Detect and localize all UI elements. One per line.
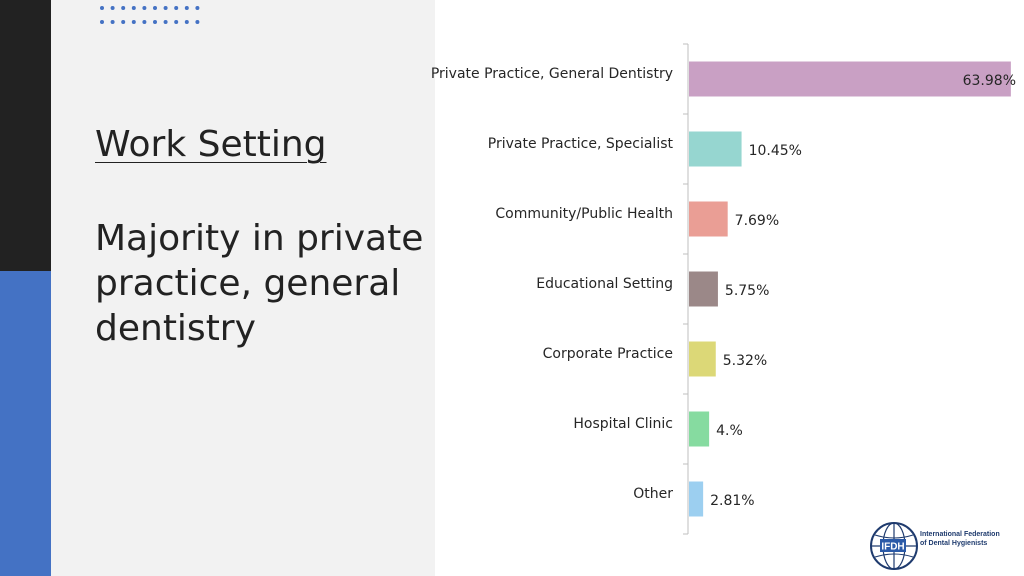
category-label: Private Practice, General Dentistry xyxy=(431,66,673,82)
left-panel xyxy=(51,0,435,576)
bar xyxy=(689,131,742,167)
logo-line-2: of Dental Hygienists xyxy=(920,540,988,547)
dot xyxy=(153,20,157,24)
dot xyxy=(153,6,157,10)
data-label: 5.75% xyxy=(725,283,769,299)
dot xyxy=(184,20,189,24)
dot xyxy=(195,6,200,10)
category-label: Private Practice, Specialist xyxy=(488,136,674,152)
bar xyxy=(689,201,728,237)
category-label: Corporate Practice xyxy=(543,346,673,362)
category-label: Educational Setting xyxy=(536,276,673,292)
bar xyxy=(689,61,1011,97)
slide-title: Work Setting xyxy=(95,124,327,165)
dot xyxy=(174,6,179,10)
globe-icon: IFDH xyxy=(870,522,918,570)
dark-accent-strip xyxy=(0,0,51,271)
logo-line-1: International Federation xyxy=(920,531,1000,538)
bar xyxy=(689,481,704,517)
dot xyxy=(121,6,126,10)
dot xyxy=(100,20,104,24)
data-label: 63.98% xyxy=(963,73,1016,89)
data-label: 10.45% xyxy=(749,143,802,159)
bar xyxy=(689,271,718,307)
ifdh-logo: IFDH International Federation of Dental … xyxy=(868,521,1020,571)
dot xyxy=(131,20,136,24)
dot xyxy=(131,6,136,10)
dot xyxy=(110,6,115,10)
dot xyxy=(163,20,168,24)
category-label: Other xyxy=(633,486,673,502)
category-label: Community/Public Health xyxy=(495,206,673,222)
bar xyxy=(689,341,716,377)
dot xyxy=(121,20,126,24)
blue-accent-strip xyxy=(0,271,51,576)
dot xyxy=(163,6,168,10)
logo-badge: IFDH xyxy=(881,542,904,553)
bar xyxy=(689,411,710,447)
dot xyxy=(142,6,147,10)
dot xyxy=(142,20,147,24)
data-label: 7.69% xyxy=(735,213,779,229)
data-label: 5.32% xyxy=(723,353,767,369)
data-label: 2.81% xyxy=(710,493,754,509)
dot xyxy=(184,6,189,10)
dot xyxy=(100,6,104,10)
dot xyxy=(110,20,115,24)
dot xyxy=(174,20,179,24)
data-label: 4.% xyxy=(716,423,743,439)
category-label: Hospital Clinic xyxy=(573,416,673,432)
slide-subtitle: Majority in private practice, general de… xyxy=(95,218,424,349)
dot-pattern xyxy=(100,6,200,24)
dot xyxy=(195,20,200,24)
